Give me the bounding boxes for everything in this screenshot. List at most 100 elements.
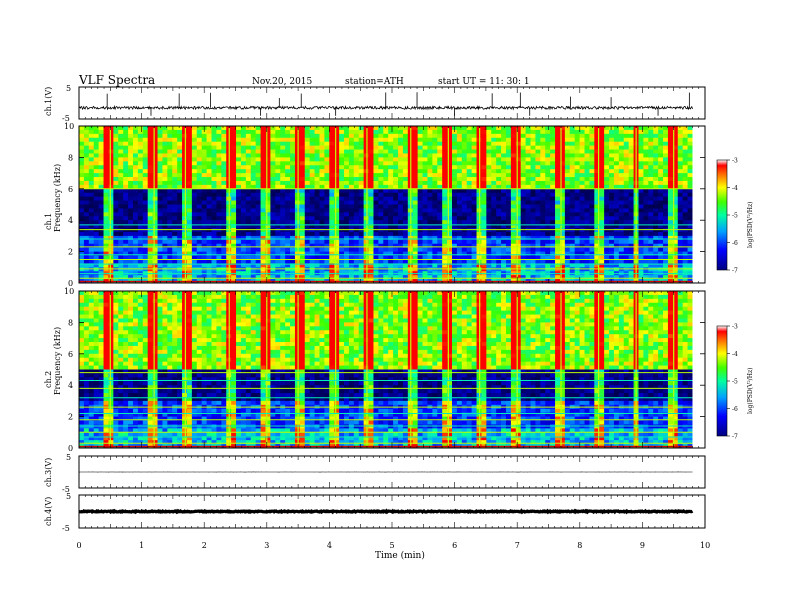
spectrogram-cell bbox=[231, 145, 237, 150]
spectrogram-cell bbox=[466, 180, 473, 186]
spectrogram-cell bbox=[339, 169, 345, 174]
spectrogram-cell bbox=[285, 126, 291, 131]
spectrogram-cell bbox=[456, 133, 463, 139]
spectrogram-cell bbox=[559, 263, 566, 268]
spectrogram-cell bbox=[191, 137, 198, 143]
spectrogram-cell bbox=[270, 165, 276, 170]
spectrogram-cell bbox=[329, 188, 335, 194]
spectrogram-cell bbox=[402, 235, 409, 241]
spectrogram-cell bbox=[604, 173, 610, 178]
spectrogram-cell bbox=[682, 188, 688, 194]
spectrogram-cell bbox=[196, 251, 203, 256]
spectrogram-cell bbox=[682, 177, 688, 182]
spectrogram-cell bbox=[290, 161, 296, 166]
spectrogram-cell bbox=[550, 267, 556, 272]
spectrogram-cell bbox=[221, 263, 227, 268]
spectrogram-cell bbox=[604, 177, 610, 182]
spectrogram-cell bbox=[540, 192, 546, 198]
spectrogram-cell bbox=[186, 184, 193, 190]
spectrogram-cell bbox=[147, 224, 154, 229]
spectrogram-cell bbox=[505, 224, 512, 229]
spectrogram-cell bbox=[653, 173, 659, 178]
spectrogram-cell bbox=[137, 216, 144, 221]
spectrogram-cell bbox=[260, 204, 266, 209]
spectrogram-cell bbox=[422, 231, 428, 237]
spectrogram-cell bbox=[299, 192, 306, 198]
spectrogram-cell bbox=[128, 275, 134, 280]
spectrogram-cell bbox=[594, 192, 600, 198]
spectrogram-cell bbox=[653, 169, 659, 174]
spectrogram-cell bbox=[574, 243, 580, 249]
spectrogram-cell bbox=[250, 161, 257, 166]
spectrogram-cell bbox=[555, 228, 561, 233]
spectrogram-cell bbox=[358, 228, 365, 233]
spectrogram-cell bbox=[240, 243, 247, 249]
spectrogram-cell bbox=[628, 192, 634, 198]
spectrogram-cell bbox=[574, 263, 580, 268]
spectrogram-cell bbox=[505, 228, 512, 233]
spectrogram-cell bbox=[344, 177, 350, 182]
spectrogram-cell bbox=[304, 145, 311, 150]
spectrogram-cell bbox=[83, 188, 90, 194]
spectrogram-cell bbox=[682, 216, 688, 221]
spectrogram-cell bbox=[682, 126, 688, 131]
spectrogram-cell bbox=[427, 204, 433, 209]
spectrogram-cell bbox=[623, 188, 630, 194]
spectrogram-cell bbox=[378, 196, 384, 201]
spectrogram-cell bbox=[653, 259, 659, 264]
spectrogram-cell bbox=[481, 161, 487, 166]
spectrogram-cell bbox=[584, 263, 590, 268]
spectrogram-cell bbox=[211, 216, 217, 221]
spectrogram-cell bbox=[535, 165, 541, 170]
spectrogram-cell bbox=[314, 216, 320, 221]
spectrogram-cell bbox=[93, 180, 100, 186]
spectrogram-cell bbox=[388, 275, 394, 280]
spectrogram-cell bbox=[363, 235, 369, 241]
spectrogram-cell bbox=[270, 247, 276, 253]
spectrogram-cell bbox=[358, 177, 365, 182]
spectrogram-cell bbox=[285, 145, 291, 150]
spectrogram-cell bbox=[555, 137, 561, 143]
spectrogram-cell bbox=[329, 216, 335, 221]
spectrogram-cell bbox=[348, 216, 355, 221]
spectrogram-cell bbox=[599, 267, 605, 272]
spectrogram-cell bbox=[363, 212, 369, 217]
spectrogram-cell bbox=[628, 212, 634, 217]
spectrogram-cell bbox=[137, 149, 144, 154]
spectrogram-cell bbox=[579, 208, 585, 213]
spectrogram-cell bbox=[456, 129, 463, 135]
spectrogram-cell bbox=[299, 184, 306, 190]
spectrogram-cell bbox=[422, 173, 428, 178]
spectrogram-cell bbox=[520, 267, 527, 272]
spectrogram-cell bbox=[471, 263, 477, 268]
spectrogram-cell bbox=[383, 133, 389, 139]
spectrogram-cell bbox=[280, 161, 286, 166]
spectrogram-cell bbox=[452, 177, 458, 182]
spectrogram-cell bbox=[417, 133, 423, 139]
spectrogram-cell bbox=[496, 251, 502, 256]
spectrogram-cell bbox=[559, 129, 566, 135]
spectrogram-cell bbox=[172, 173, 178, 178]
spectrogram-cell bbox=[437, 231, 443, 237]
spectrogram-cell bbox=[398, 267, 404, 272]
spectrogram-cell bbox=[255, 137, 261, 143]
spectrogram-cell bbox=[270, 192, 276, 198]
spectrogram-cell bbox=[496, 212, 502, 217]
spectrogram-cell bbox=[211, 220, 217, 225]
spectrogram-cell bbox=[388, 141, 394, 147]
spectrogram-cell bbox=[152, 208, 158, 213]
spectrogram-cell bbox=[677, 224, 684, 229]
spectrogram-cell bbox=[525, 243, 531, 249]
spectrogram-cell bbox=[260, 275, 266, 280]
spectrogram-cell bbox=[525, 255, 531, 260]
spectrogram-cell bbox=[250, 145, 257, 150]
spectrogram-cell bbox=[299, 263, 306, 268]
spectrogram-cell bbox=[290, 243, 296, 249]
spectrogram-cell bbox=[314, 263, 320, 268]
spectrogram-cell bbox=[638, 180, 644, 186]
spectrogram-cell bbox=[653, 145, 659, 150]
spectrogram-cell bbox=[191, 247, 198, 253]
spectrogram-cell bbox=[677, 165, 684, 170]
spectrogram-cell bbox=[103, 239, 109, 245]
